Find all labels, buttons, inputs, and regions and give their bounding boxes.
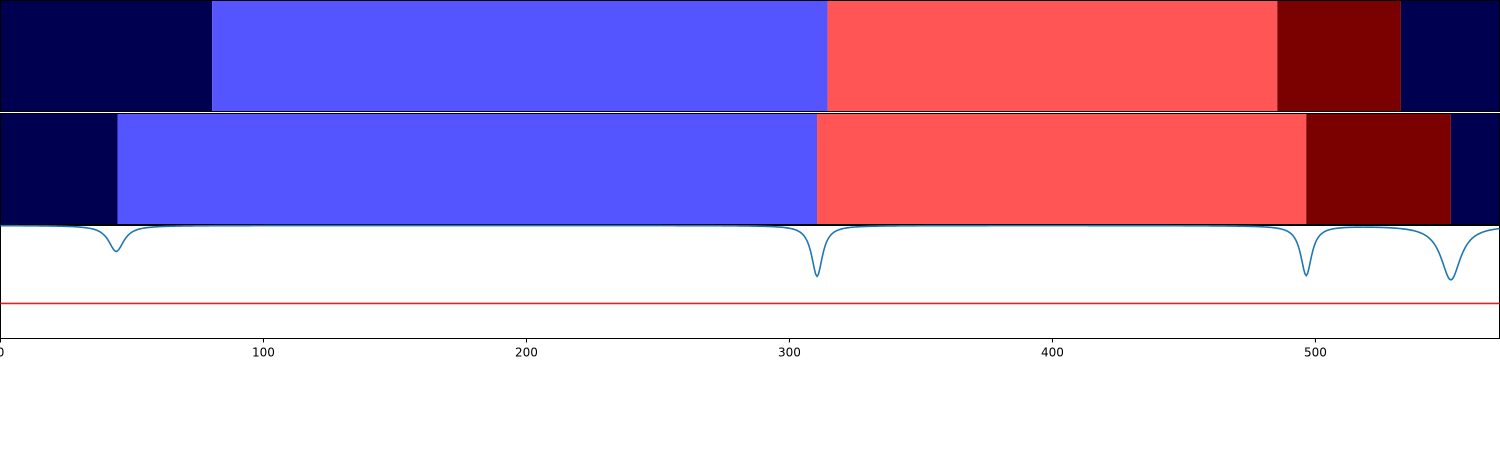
segment-row-2 — [0, 113, 1500, 225]
segment-1-4 — [1277, 0, 1401, 112]
x-tick-label: 100 — [252, 346, 275, 360]
segment-2-1 — [0, 113, 118, 225]
x-tick-label: 0 — [0, 346, 4, 360]
x-tick-label: 200 — [515, 346, 538, 360]
signal-line — [0, 224, 1500, 281]
line-panel-frame — [0, 225, 1500, 339]
segment-1-5 — [1400, 0, 1500, 112]
segment-rows — [0, 0, 1500, 225]
segment-2-5 — [1450, 113, 1500, 225]
segment-2-3 — [817, 113, 1307, 225]
x-axis: 0 100 200 300 400 500 — [0, 338, 1327, 360]
segment-2-4 — [1306, 113, 1451, 225]
segment-2-2 — [117, 113, 818, 225]
segment-1-1 — [0, 0, 213, 112]
segment-1-3 — [827, 0, 1278, 112]
segment-row-1 — [0, 0, 1500, 112]
segment-1-2 — [212, 0, 828, 112]
x-tick-label: 400 — [1041, 346, 1064, 360]
line-panel — [0, 224, 1500, 339]
x-tick-label: 300 — [778, 346, 801, 360]
x-tick-label: 500 — [1304, 346, 1327, 360]
